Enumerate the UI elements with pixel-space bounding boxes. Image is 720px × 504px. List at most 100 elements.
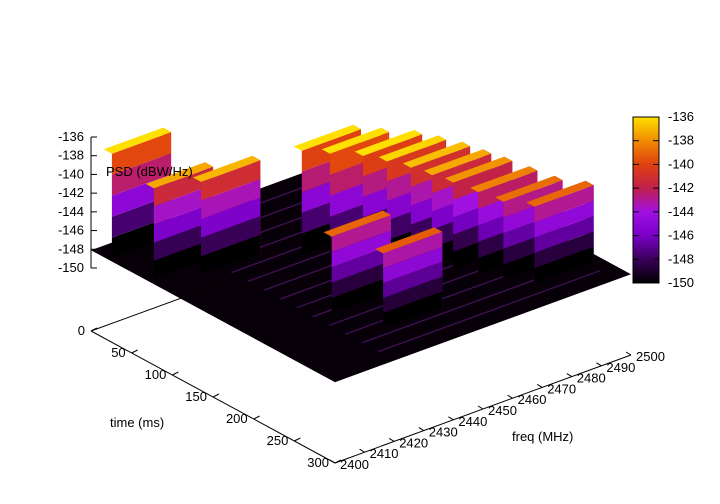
burst-front-band (201, 216, 261, 257)
burst-top-face (145, 162, 214, 189)
burst-front-band (383, 261, 443, 298)
burst-top-face (526, 180, 594, 207)
burst-front-band (201, 160, 261, 201)
freq-tick-mark (477, 405, 484, 410)
burst-top-face (402, 141, 471, 168)
burst-top-face (470, 166, 538, 193)
time-tick-label: 250 (267, 433, 289, 448)
burst-front-band (383, 231, 443, 269)
freq-tick-label: 2440 (458, 414, 487, 429)
burst-front-band (534, 200, 594, 238)
burst-front-band (534, 185, 594, 223)
burst-top-face (378, 135, 447, 162)
burst-front-band (153, 184, 214, 225)
freq-tick-mark (388, 437, 395, 442)
colorbar-tick-label: -136 (668, 109, 694, 124)
colorbar-tick-label: -138 (668, 133, 694, 148)
freq-tick-label: 2490 (606, 360, 635, 375)
time-tick-mark (294, 437, 301, 442)
freq-tick-label: 2420 (399, 435, 428, 450)
surface-layer (103, 124, 594, 328)
burst-front-band (331, 261, 391, 298)
colorbar-ticks: -136 -138 -140 -142 -144 -146 -148 -150 (633, 109, 694, 290)
burst-top-face (375, 227, 443, 254)
burst-front-band (383, 291, 443, 328)
freq-tick-mark (596, 362, 602, 367)
burst-top-face (445, 156, 513, 183)
time-tick-label: 200 (226, 411, 248, 426)
time-tick-mark (172, 371, 179, 376)
z-tick-label: -136 (58, 129, 84, 144)
burst-top-face (192, 155, 261, 182)
colorbar (632, 116, 660, 284)
burst-top-face (103, 127, 172, 154)
burst-front-band (331, 230, 391, 268)
colorbar-tick-label: -150 (668, 275, 694, 290)
burst-front-band (331, 276, 391, 314)
time-tick-label: 50 (111, 345, 125, 360)
colorbar-tick-label: -148 (668, 251, 694, 266)
burst-top-face (423, 149, 492, 176)
burst-front-band (453, 161, 513, 200)
freq-tick-label: 2400 (340, 457, 369, 472)
freq-tick-mark (448, 416, 454, 421)
burst-front-band (153, 202, 214, 243)
time-tick-label: 150 (185, 389, 207, 404)
time-tick-label: 100 (145, 367, 167, 382)
time-tick-label: 0 (78, 323, 85, 338)
burst-top-face (354, 130, 423, 156)
burst-front-band (534, 215, 594, 253)
burst-top-face (293, 124, 361, 151)
freq-tick-mark (329, 459, 336, 464)
burst-front-band (534, 231, 594, 269)
burst-front-band (478, 170, 538, 209)
burst-front-band (153, 239, 214, 279)
colorbar-tick-label: -146 (668, 228, 694, 243)
floor-ridge (377, 270, 601, 353)
burst-top-face (321, 127, 390, 154)
colorbar-tick-label: -142 (668, 180, 694, 195)
burst-top-face (323, 210, 391, 237)
colorbar-tick-label: -140 (668, 156, 694, 171)
freq-tick-label: 2410 (370, 446, 399, 461)
burst-front-band (201, 197, 261, 238)
burst-front-band (503, 180, 563, 218)
burst-front-band (111, 153, 172, 196)
time-tick-mark (212, 393, 220, 398)
freq-tick-label: 2450 (488, 403, 517, 418)
burst-front-band (383, 246, 443, 284)
z-tick-label: -146 (58, 223, 84, 238)
z-tick-label: -142 (58, 185, 84, 200)
z-tick-label: -150 (58, 260, 84, 275)
colorbar-tick-label: -144 (668, 204, 694, 219)
freq-tick-mark (566, 373, 573, 378)
freq-tick-label: 2480 (577, 371, 606, 386)
freq-tick-mark (625, 351, 632, 356)
time-tick-mark (131, 349, 138, 354)
freq-tick-label: 2430 (429, 425, 458, 440)
freq-tick-mark (359, 448, 365, 453)
freq-tick-mark (507, 394, 513, 399)
burst-front-band (201, 178, 261, 220)
burst-top-face (495, 175, 563, 202)
burst-front-band (111, 132, 172, 175)
burst-front-band (383, 276, 443, 313)
z-axis-label: PSD (dBW/Hz) (106, 164, 193, 179)
z-tick-label: -148 (58, 241, 84, 256)
burst-front-band (534, 246, 594, 284)
freq-tick-mark (418, 427, 425, 432)
freq-tick-mark (536, 383, 543, 388)
burst-front-band (153, 221, 214, 261)
z-tick-label: -138 (58, 148, 84, 163)
freq-tick-label: 2500 (636, 349, 665, 364)
burst-front-band (201, 234, 261, 275)
time-tick-mark (253, 415, 260, 420)
z-tick-label: -140 (58, 166, 84, 181)
freq-tick-label: 2460 (518, 392, 547, 407)
burst-front-band (331, 245, 391, 283)
burst-front-band (331, 215, 391, 252)
time-tick-mark (90, 327, 98, 332)
time-tick-label: 300 (307, 455, 329, 470)
